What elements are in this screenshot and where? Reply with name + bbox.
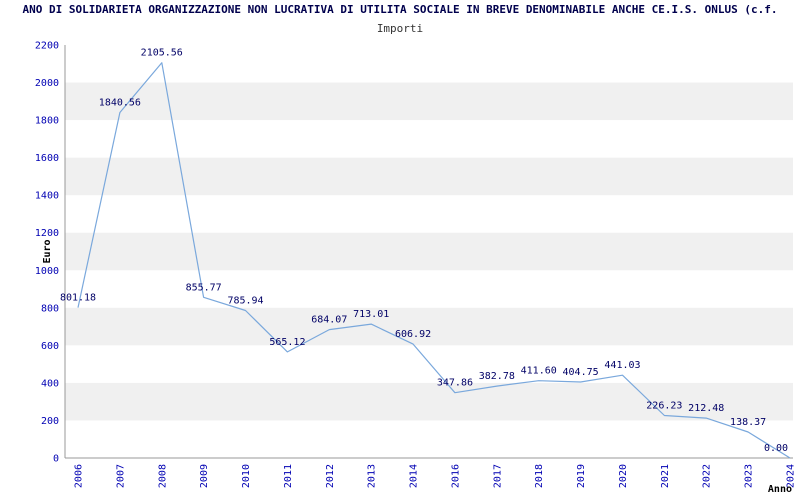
chart-title: ANO DI SOLIDARIETA ORGANIZZAZIONE NON LU… bbox=[22, 3, 778, 16]
x-tick-label: 2014 bbox=[409, 464, 420, 488]
y-grid-band bbox=[65, 307, 793, 346]
data-point-label: 801.18 bbox=[60, 293, 96, 304]
y-tick-label: 1400 bbox=[35, 191, 59, 202]
data-point-label: 441.03 bbox=[604, 360, 640, 371]
data-point-label: 138.37 bbox=[730, 417, 766, 428]
data-point-label: 226.23 bbox=[646, 401, 682, 412]
y-grid-band bbox=[65, 382, 793, 421]
y-tick-label: 200 bbox=[41, 416, 59, 427]
x-tick-label: 2007 bbox=[115, 464, 126, 488]
data-point-label: 713.01 bbox=[353, 309, 389, 320]
y-tick-label: 1800 bbox=[35, 116, 59, 127]
chart-subtitle: Importi bbox=[376, 22, 424, 35]
y-axis-title: Euro bbox=[42, 239, 53, 263]
data-point-label: 0.00 bbox=[764, 443, 788, 454]
y-tick-label: 0 bbox=[53, 454, 59, 465]
y-tick-label: 2200 bbox=[35, 41, 59, 52]
data-point-label: 382.78 bbox=[479, 371, 515, 382]
y-tick-label: 1600 bbox=[35, 153, 59, 164]
x-tick-label: 2016 bbox=[450, 464, 461, 488]
y-grid-band bbox=[65, 82, 793, 121]
data-point-label: 785.94 bbox=[227, 295, 263, 306]
x-axis-title: Anno bbox=[768, 484, 792, 495]
data-point-label: 1840.56 bbox=[99, 97, 141, 108]
x-tick-label: 2021 bbox=[660, 464, 671, 488]
y-tick-label: 600 bbox=[41, 341, 59, 352]
data-point-label: 347.86 bbox=[437, 378, 473, 389]
y-grid-band bbox=[65, 232, 793, 271]
data-point-label: 411.60 bbox=[521, 366, 557, 377]
x-tick-label: 2006 bbox=[74, 464, 85, 488]
data-point-label: 2105.56 bbox=[141, 48, 183, 59]
y-tick-label: 1200 bbox=[35, 228, 59, 239]
x-tick-label: 2018 bbox=[534, 464, 545, 488]
data-point-label: 404.75 bbox=[563, 367, 599, 378]
y-tick-label: 800 bbox=[41, 303, 59, 314]
x-tick-label: 2022 bbox=[702, 464, 713, 488]
y-tick-label: 400 bbox=[41, 378, 59, 389]
x-tick-label: 2017 bbox=[492, 464, 503, 488]
x-tick-label: 2011 bbox=[283, 464, 294, 488]
x-tick-label: 2008 bbox=[157, 464, 168, 488]
data-point-label: 212.48 bbox=[688, 403, 724, 414]
x-tick-label: 2013 bbox=[367, 464, 378, 488]
x-tick-label: 2009 bbox=[199, 464, 210, 488]
x-tick-label: 2010 bbox=[241, 464, 252, 488]
data-point-label: 565.12 bbox=[269, 337, 305, 348]
y-grid-band bbox=[65, 157, 793, 196]
x-tick-label: 2019 bbox=[576, 464, 587, 488]
x-tick-label: 2023 bbox=[744, 464, 755, 488]
x-tick-label: 2012 bbox=[325, 464, 336, 488]
data-point-label: 855.77 bbox=[186, 282, 222, 293]
y-tick-label: 1000 bbox=[35, 266, 59, 277]
data-point-label: 684.07 bbox=[311, 315, 347, 326]
series-line bbox=[77, 62, 791, 459]
data-point-label: 606.92 bbox=[395, 329, 431, 340]
y-tick-label: 2000 bbox=[35, 78, 59, 89]
x-tick-label: 2020 bbox=[618, 464, 629, 488]
x-tick-label: 2024 bbox=[786, 464, 797, 488]
